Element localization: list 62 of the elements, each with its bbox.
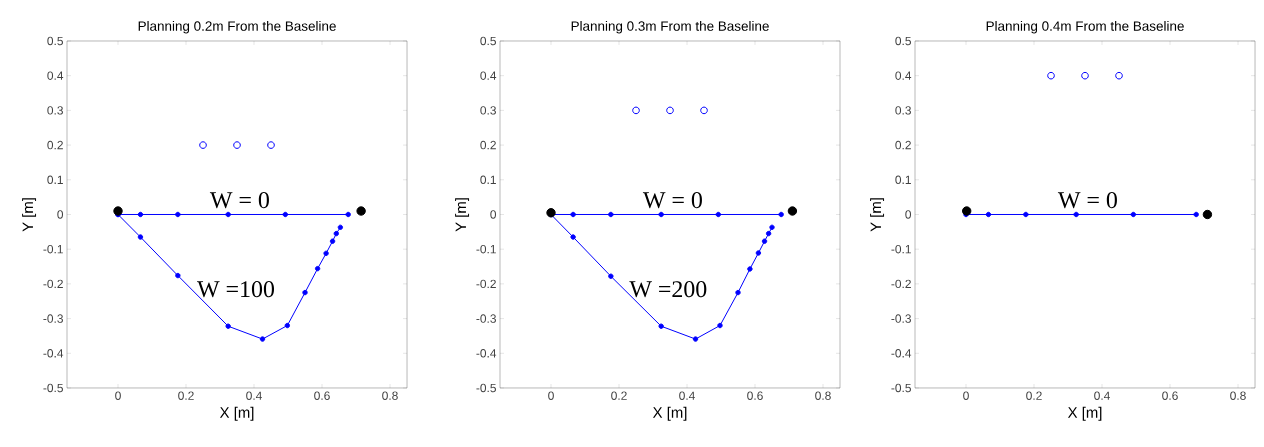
annotation: W =100	[197, 281, 275, 298]
y-tick-label: 0.2	[47, 140, 63, 150]
x-tick-label: 0	[963, 391, 969, 400]
y-tick-label: -0.5	[43, 383, 63, 393]
y-tick-label: -0.5	[476, 383, 496, 393]
y-tick-label: -0.2	[43, 279, 63, 289]
y-tick-label: 0.2	[895, 140, 911, 150]
x-tick-label: 0.8	[382, 391, 398, 400]
y-tick-label: 0.4	[480, 71, 497, 80]
y-tick-label: 0.3	[895, 106, 911, 115]
y-tick-label: 0.5	[47, 36, 63, 46]
y-tick-label: 0.2	[480, 140, 496, 150]
x-tick-label: 0.2	[1026, 391, 1042, 400]
annotation: W =200	[629, 281, 707, 298]
y-tick-label: -0.3	[43, 314, 63, 323]
y-tick-label: -0.4	[476, 349, 497, 358]
y-tick-label: -0.2	[891, 279, 911, 289]
y-tick-label: -0.1	[476, 244, 496, 254]
annotation: W = 0	[1057, 192, 1117, 209]
y-tick-label: 0	[490, 210, 497, 219]
y-tick-label: -0.4	[891, 349, 912, 358]
y-axis-title: Y [m]	[870, 198, 885, 232]
y-axis-title: Y [m]	[22, 198, 37, 232]
chart-title: Planning 0.3m From the Baseline	[571, 20, 769, 34]
y-tick-label: 0.1	[480, 175, 496, 185]
x-tick-label: 0.2	[178, 391, 194, 400]
y-tick-label: 0.5	[895, 36, 911, 46]
x-axis-title: X [m]	[1067, 406, 1102, 421]
y-tick-label: 0	[905, 210, 912, 219]
y-tick-label: -0.3	[476, 314, 496, 323]
x-tick-label: 0.2	[611, 391, 627, 400]
x-tick-label: 0	[548, 391, 554, 400]
chart-title: Planning 0.2m From the Baseline	[138, 20, 336, 34]
x-tick-label: 0.6	[1162, 391, 1178, 400]
x-axis-title: X [m]	[219, 406, 254, 421]
y-axis-title: Y [m]	[455, 198, 470, 232]
annotation: W = 0	[642, 192, 702, 209]
y-tick-label: 0.4	[895, 71, 912, 80]
y-tick-label: 0.3	[480, 106, 496, 115]
y-tick-label: -0.1	[43, 244, 63, 254]
y-tick-label: -0.2	[476, 279, 496, 289]
x-tick-label: 0.8	[1230, 391, 1246, 400]
chart-title: Planning 0.4m From the Baseline	[986, 20, 1184, 34]
x-tick-label: 0.6	[314, 391, 330, 400]
x-tick-label: 0.4	[246, 391, 262, 400]
y-tick-label: 0.4	[47, 71, 64, 80]
y-tick-label: 0.3	[47, 106, 63, 115]
x-tick-label: 0.4	[1094, 391, 1110, 400]
y-tick-label: -0.4	[43, 349, 64, 358]
y-tick-label: 0	[57, 210, 64, 219]
x-tick-label: 0.8	[815, 391, 831, 400]
y-tick-label: -0.3	[891, 314, 911, 323]
x-tick-label: 0.4	[679, 391, 695, 400]
x-tick-label: 0.6	[747, 391, 763, 400]
y-tick-label: -0.5	[891, 383, 911, 393]
y-tick-label: 0.1	[895, 175, 911, 185]
annotation: W = 0	[209, 192, 269, 209]
y-tick-label: 0.1	[47, 175, 63, 185]
y-tick-label: -0.1	[891, 244, 911, 254]
x-axis-title: X [m]	[652, 406, 687, 421]
y-tick-label: 0.5	[480, 36, 496, 46]
x-tick-label: 0	[115, 391, 121, 400]
